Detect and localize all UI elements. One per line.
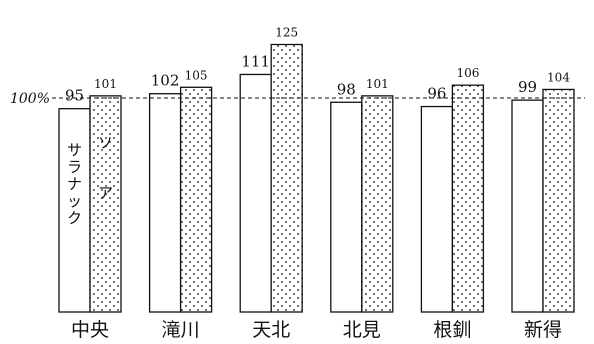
reference-label: 100% bbox=[10, 91, 50, 107]
bar-saranac-2 bbox=[239, 73, 272, 313]
value-label-saranac-4: 96 bbox=[427, 85, 446, 103]
bar-soar-4 bbox=[451, 84, 485, 313]
bar-soar-2 bbox=[270, 43, 303, 313]
series-name-char: ナ bbox=[67, 175, 82, 193]
category-label-4: 根釧 bbox=[433, 319, 471, 341]
series-name-char: ク bbox=[67, 209, 82, 227]
value-label-soar-1: 105 bbox=[185, 68, 208, 82]
bar-soar-1 bbox=[179, 86, 213, 313]
category-label-0: 中央 bbox=[71, 319, 109, 341]
bar-saranac-1 bbox=[148, 93, 182, 313]
bar-saranac-5 bbox=[511, 99, 544, 313]
series-name-char: サ bbox=[67, 141, 82, 159]
value-label-soar-2: 125 bbox=[275, 26, 298, 40]
series-name-char: ソ bbox=[98, 134, 113, 152]
category-label-1: 滝川 bbox=[162, 319, 200, 341]
category-label-3: 北見 bbox=[343, 319, 381, 341]
bar-saranac-4 bbox=[420, 105, 454, 313]
value-label-saranac-1: 102 bbox=[151, 72, 180, 90]
bar-saranac-3 bbox=[330, 101, 363, 313]
series-name-char: ッ bbox=[67, 192, 82, 210]
value-label-soar-0: 101 bbox=[94, 77, 117, 91]
value-label-saranac-3: 98 bbox=[337, 80, 356, 98]
value-label-soar-4: 106 bbox=[456, 66, 479, 80]
bar-soar-5 bbox=[542, 88, 575, 313]
bar-saranac-0 bbox=[58, 108, 91, 313]
series-name-char: ラ bbox=[67, 158, 82, 176]
bar-soar-3 bbox=[361, 95, 394, 313]
bar-soar-0 bbox=[89, 95, 122, 313]
series-name-char: ア bbox=[98, 184, 113, 202]
value-label-saranac-0: 95 bbox=[65, 87, 84, 105]
series-name-soar: ソア bbox=[98, 134, 113, 202]
value-label-soar-3: 101 bbox=[366, 77, 389, 91]
category-label-5: 新得 bbox=[524, 319, 562, 341]
category-label-2: 天北 bbox=[252, 319, 290, 341]
value-label-soar-5: 104 bbox=[547, 70, 570, 84]
value-label-saranac-5: 99 bbox=[518, 78, 537, 96]
value-label-saranac-2: 111 bbox=[241, 52, 270, 70]
